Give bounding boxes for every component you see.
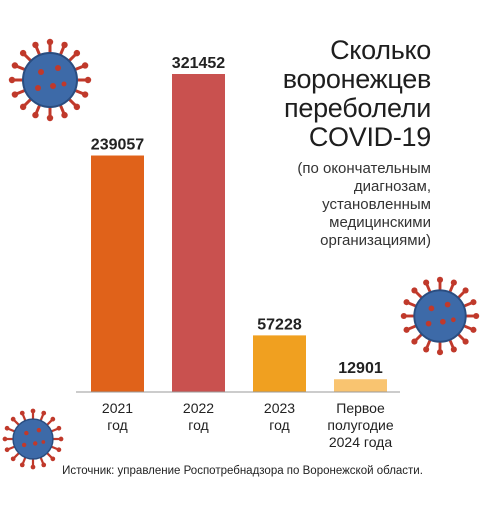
- coronavirus-icon: [400, 276, 480, 356]
- bar-3: [334, 379, 387, 392]
- chart-subtitle: (по окончательным диагнозам, установленн…: [297, 160, 431, 249]
- bar-1: [172, 74, 225, 392]
- coronavirus-icon: [2, 408, 64, 470]
- bar-chart: 239057 2021 год 321452 2022 год 57228 2023 год 12…: [76, 55, 400, 450]
- coronavirus-icon: [8, 38, 92, 122]
- bar-2: [253, 335, 306, 392]
- category-label: Первое полугодие 2024 года: [327, 400, 393, 450]
- category-label: 2023 год: [264, 400, 295, 433]
- bar-value-label: 12901: [338, 360, 383, 377]
- category-label: 2021 год: [102, 400, 133, 433]
- bar-value-label: 321452: [172, 55, 225, 72]
- bar-value-label: 239057: [91, 137, 144, 154]
- bar-value-label: 57228: [257, 316, 302, 333]
- chart-title: Сколько воронежцев переболели COVID-19: [282, 35, 432, 152]
- source-note: Источник: управление Роспотребнадзора по…: [62, 465, 423, 477]
- category-label: 2022 год: [183, 400, 214, 433]
- bar-0: [91, 155, 144, 392]
